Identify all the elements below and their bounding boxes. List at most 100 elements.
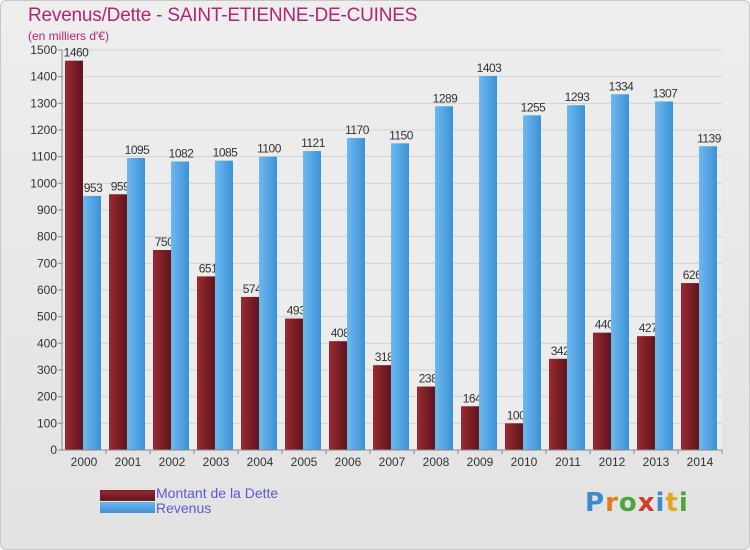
x-tick-label: 2012 (599, 455, 626, 469)
y-tick-label: 600 (37, 283, 57, 297)
data-label: 953 (84, 181, 103, 195)
x-tick-label: 2011 (555, 455, 581, 469)
data-label: 342 (551, 344, 570, 358)
legend-label-revenue: Revenus (156, 500, 212, 516)
y-tick-label: 0 (50, 443, 57, 457)
bar-debt (197, 276, 215, 450)
data-label: 1139 (697, 131, 722, 145)
y-tick-label: 400 (37, 336, 57, 350)
x-tick-label: 2004 (247, 455, 274, 469)
data-label: 408 (331, 326, 350, 340)
bar-debt (505, 423, 523, 450)
bar-debt (241, 296, 259, 450)
y-tick-label: 1300 (30, 96, 57, 110)
bar-debt (593, 332, 611, 450)
bar-revenue (435, 106, 453, 451)
x-tick-label: 2009 (467, 455, 494, 469)
y-tick-label: 800 (37, 230, 57, 244)
x-tick-label: 2003 (203, 455, 230, 469)
data-label: 1289 (433, 91, 459, 105)
y-tick-label: 1000 (30, 176, 57, 190)
bars-layer: 1460 953 959 1095 750 1082 651 1085 574 1100 493 11… (64, 46, 722, 451)
bar-debt (637, 336, 655, 450)
bar-revenue (83, 195, 101, 450)
bar-debt (373, 365, 391, 450)
data-label: 1403 (477, 61, 503, 75)
data-label: 1170 (345, 123, 370, 137)
data-label: 427 (639, 321, 658, 335)
data-label: 1150 (389, 128, 414, 142)
y-tick-label: 200 (37, 390, 57, 404)
chart-title: Revenus/Dette - SAINT-ETIENNE-DE-CUINES (28, 5, 418, 26)
y-tick-label: 500 (37, 310, 57, 324)
x-tick-label: 2010 (511, 455, 538, 469)
x-tick-label: 2008 (423, 455, 450, 469)
x-tick-label: 2014 (687, 455, 714, 469)
y-tick-label: 100 (37, 416, 57, 430)
data-label: 1100 (257, 142, 282, 156)
bar-revenue (567, 105, 585, 450)
bar-debt (417, 386, 435, 450)
data-label: 1293 (565, 90, 591, 104)
x-tick-label: 2000 (71, 455, 98, 469)
axis-layer: 0 100 200 300 400 500 600 700 800 900 1000 1100 1200… (30, 43, 723, 469)
y-tick-label: 1100 (31, 150, 57, 164)
bar-revenue (699, 146, 717, 450)
data-label: 1085 (213, 146, 239, 160)
y-tick-label: 900 (37, 203, 57, 217)
data-label: 1255 (521, 100, 547, 114)
y-tick-label: 700 (37, 256, 57, 270)
bar-debt (329, 341, 347, 450)
legend-label-debt: Montant de la Dette (156, 485, 279, 501)
data-label: 238 (419, 372, 438, 386)
y-tick-label: 1500 (30, 43, 57, 57)
bar-debt (109, 194, 127, 450)
y-tick-label: 300 (37, 363, 57, 377)
data-label: 1121 (301, 136, 326, 150)
proxiti-logo: Proxiti (585, 488, 689, 518)
bar-revenue (303, 151, 321, 451)
x-tick-label: 2005 (291, 455, 318, 469)
data-label: 164 (463, 391, 482, 405)
bar-debt (153, 250, 171, 450)
data-label: 574 (243, 282, 262, 296)
bar-revenue (523, 115, 541, 450)
bar-revenue (347, 138, 365, 450)
data-label: 493 (287, 304, 306, 318)
data-label: 750 (155, 235, 174, 249)
data-label: 651 (199, 261, 218, 275)
bar-debt (65, 60, 83, 451)
data-label: 318 (375, 350, 394, 364)
data-label: 440 (595, 318, 614, 332)
bar-debt (681, 283, 699, 450)
data-label: 1082 (169, 146, 195, 160)
legend-swatch-revenue (100, 502, 155, 513)
bar-revenue (259, 156, 277, 450)
chart-subtitle: (en milliers d'€) (28, 29, 109, 43)
x-tick-label: 2006 (335, 455, 362, 469)
x-tick-label: 2007 (379, 455, 406, 469)
bar-debt (549, 358, 567, 450)
data-label: 626 (683, 268, 702, 282)
data-label: 100 (507, 408, 526, 422)
x-tick-label: 2001 (115, 455, 142, 469)
bar-revenue (655, 101, 673, 450)
bar-debt (461, 406, 479, 450)
bar-revenue (611, 94, 629, 451)
x-tick-label: 2002 (159, 455, 186, 469)
bar-revenue (391, 143, 409, 451)
data-label: 1095 (125, 143, 151, 157)
bar-debt (285, 318, 303, 450)
data-label: 1460 (64, 46, 90, 60)
data-label: 959 (111, 179, 130, 193)
x-tick-label: 2013 (643, 455, 670, 469)
y-tick-label: 1200 (30, 123, 57, 137)
bar-revenue (171, 161, 189, 450)
legend-swatch-debt (100, 490, 155, 501)
bar-revenue (127, 158, 145, 450)
bar-revenue (479, 75, 497, 450)
y-tick-label: 1400 (30, 70, 57, 84)
data-label: 1334 (609, 79, 635, 93)
bar-revenue (215, 160, 233, 450)
